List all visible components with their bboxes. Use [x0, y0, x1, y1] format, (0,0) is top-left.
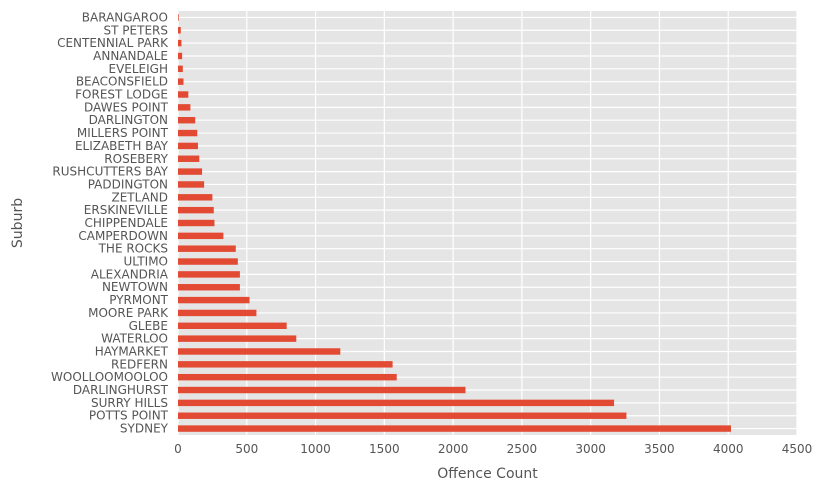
bar: [178, 412, 627, 419]
x-tick-label: 500: [235, 442, 258, 456]
y-tick-label: ELIZABETH BAY: [75, 139, 169, 153]
y-tick-label: PYRMONT: [109, 293, 168, 307]
y-tick-label: WOOLLOOMOOLOO: [51, 370, 168, 384]
y-tick-label: CAMPERDOWN: [78, 229, 168, 243]
bar: [178, 91, 189, 98]
y-tick-label: MOORE PARK: [88, 306, 169, 320]
y-tick-label: HAYMARKET: [95, 344, 169, 358]
bar: [178, 373, 397, 381]
bars: [178, 14, 731, 432]
y-tick-label: EVELEIGH: [108, 62, 168, 76]
bar: [178, 322, 287, 329]
y-tick-label: CHIPPENDALE: [85, 216, 168, 230]
y-tick-label: CENTENNIAL PARK: [57, 36, 169, 50]
x-tick-label: 2000: [438, 442, 469, 456]
y-tick-label: ULTIMO: [124, 255, 168, 269]
y-tick-label: POTTS POINT: [89, 409, 169, 423]
bar: [178, 39, 182, 47]
y-tick-label: DAWES POINT: [84, 100, 169, 114]
bar: [178, 14, 179, 21]
y-tick-label: SYDNEY: [120, 422, 169, 436]
y-tick-label: NEWTOWN: [102, 280, 168, 294]
bar: [178, 129, 198, 137]
bar: [178, 206, 214, 214]
bar: [178, 335, 297, 342]
bar: [178, 245, 236, 252]
bar: [178, 52, 183, 60]
bar: [178, 271, 240, 278]
bar: [178, 155, 200, 162]
bar: [178, 361, 393, 368]
y-tick-label: ALEXANDRIA: [91, 267, 169, 281]
y-tick-label: WATERLOO: [101, 332, 168, 346]
bar: [178, 27, 181, 34]
y-tick-label: GLEBE: [129, 319, 168, 333]
bar: [178, 284, 240, 291]
bar: [178, 348, 341, 355]
bar: [178, 104, 191, 111]
x-tick-label: 1000: [300, 442, 331, 456]
y-axis-title: Suburb: [10, 198, 26, 248]
y-tick-label: ST PETERS: [104, 23, 168, 37]
y-tick-label: BEACONSFIELD: [76, 75, 168, 89]
bar: [178, 232, 224, 240]
y-tick-label: ANNANDALE: [93, 49, 168, 63]
y-tick-label: DARLINGHURST: [73, 383, 169, 397]
bar: [178, 258, 238, 265]
bar: [178, 142, 198, 150]
bar: [178, 386, 466, 394]
x-tick-label: 4000: [713, 442, 744, 456]
x-tick-label: 0: [174, 442, 182, 456]
bar: [178, 309, 257, 317]
y-tick-label: REDFERN: [111, 357, 168, 371]
y-tick-label: PADDINGTON: [88, 177, 168, 191]
bar: [178, 78, 184, 85]
y-tick-label: SURRY HILLS: [91, 396, 168, 410]
x-tick-label: 3500: [644, 442, 675, 456]
x-tick-label: 3000: [575, 442, 606, 456]
bar: [178, 65, 183, 73]
y-tick-label: DARLINGTON: [89, 113, 168, 127]
x-axis-title: Offence Count: [437, 466, 538, 482]
bar: [178, 296, 250, 304]
y-tick-label: MILLERS POINT: [77, 126, 169, 140]
bar: [178, 399, 615, 407]
y-tick-label: RUSHCUTTERS BAY: [52, 165, 168, 179]
x-tick-label: 2500: [507, 442, 538, 456]
bar: [178, 117, 196, 124]
y-tick-label: THE ROCKS: [98, 242, 168, 256]
bar: [178, 219, 215, 227]
bar: [178, 194, 213, 201]
y-tick-label: ERSKINEVILLE: [84, 203, 168, 217]
x-tick-label: 1500: [369, 442, 400, 456]
bar: [178, 181, 205, 188]
y-tick-label: ZETLAND: [111, 190, 168, 204]
y-tick-label: FOREST LODGE: [75, 88, 168, 102]
bar: [178, 425, 731, 432]
x-tick-labels: 0 500 1000 1500 2000 2500 3000 3500 4000 4500: [174, 442, 812, 456]
x-tick-label: 4500: [782, 442, 813, 456]
y-tick-label: ROSEBERY: [104, 152, 168, 166]
y-tick-label: BARANGAROO: [82, 10, 168, 24]
bar: [178, 168, 203, 175]
